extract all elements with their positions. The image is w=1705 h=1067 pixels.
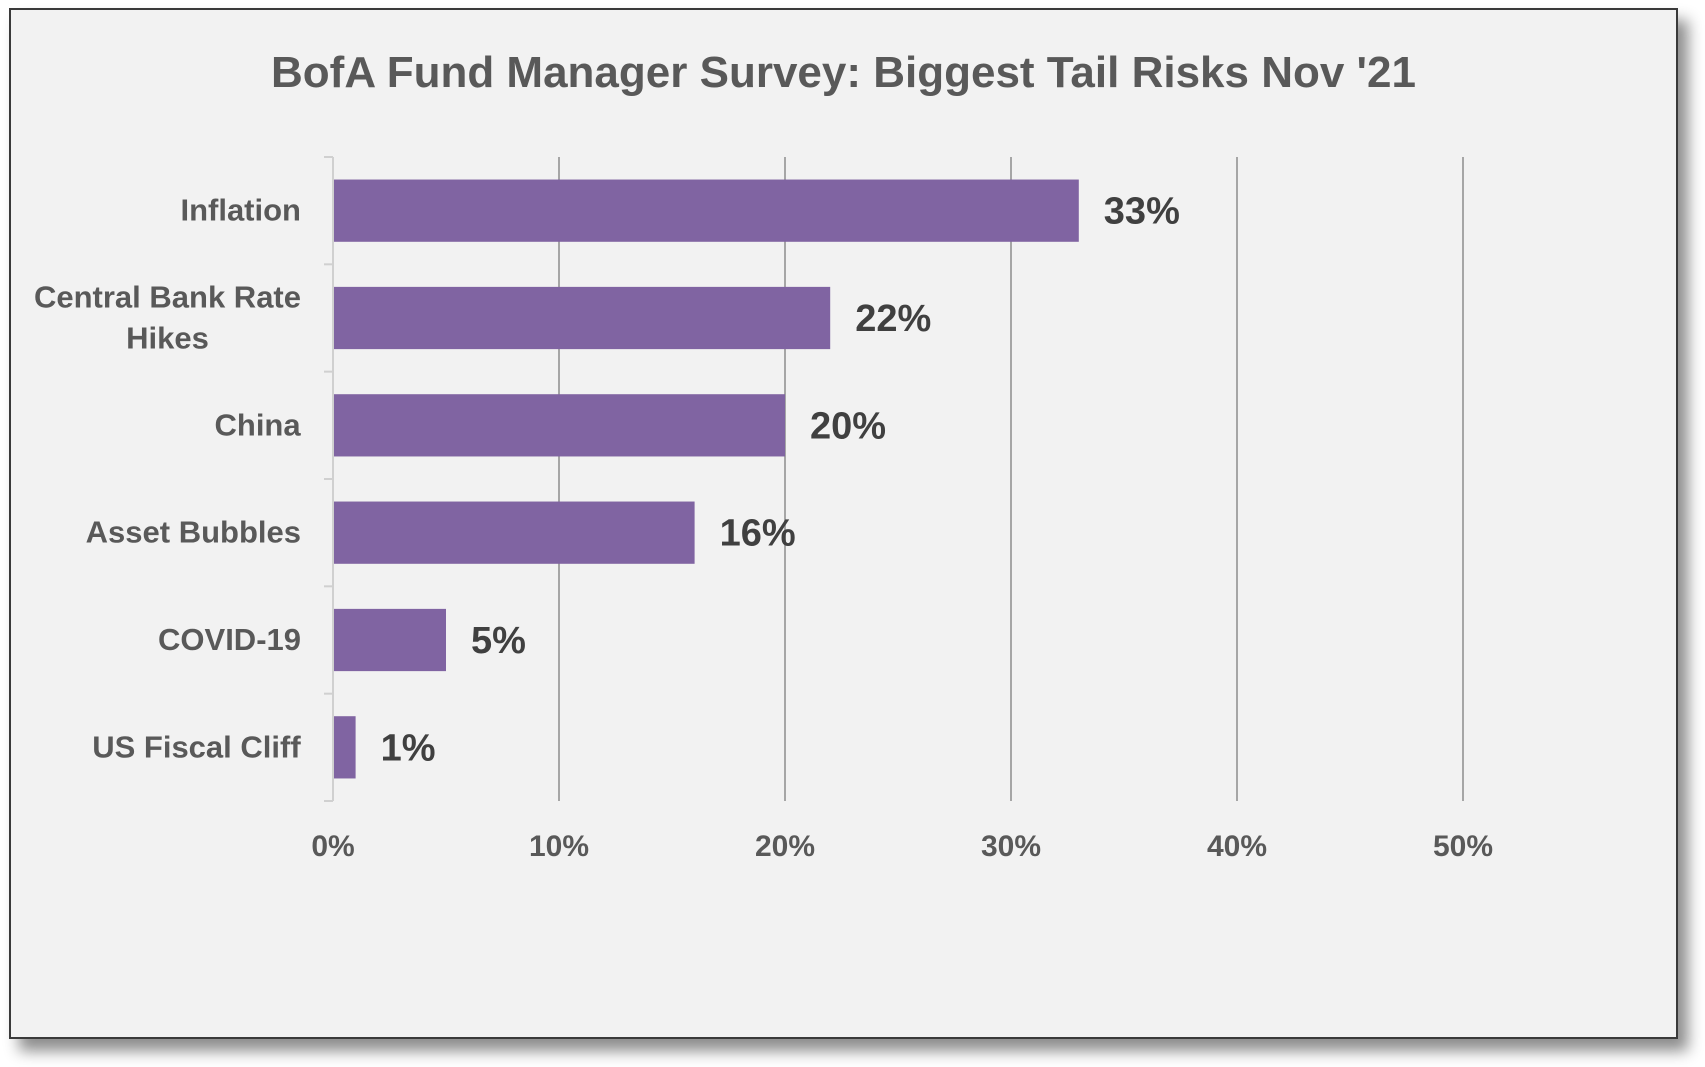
chart-title: BofA Fund Manager Survey: Biggest Tail R… — [271, 48, 1416, 97]
x-tick-label: 20% — [755, 830, 815, 863]
x-tick-label: 10% — [529, 830, 589, 863]
chart-frame: BofA Fund Manager Survey: Biggest Tail R… — [9, 8, 1678, 1039]
bar-1 — [334, 286, 831, 350]
data-label-5: 1% — [381, 727, 436, 769]
x-tick-label: 50% — [1433, 830, 1493, 863]
bar-5 — [334, 716, 356, 779]
x-tick-label: 40% — [1207, 830, 1267, 863]
plot-area: 0% 10% 20% 30% 40% 50% Inflation 33% Central Ban… — [34, 156, 1493, 863]
category-label: US Fiscal Cliff — [92, 729, 301, 764]
data-label-0: 33% — [1104, 191, 1180, 233]
category-label: Inflation — [180, 193, 301, 228]
x-tick-label: 30% — [981, 830, 1041, 863]
data-label-2: 20% — [810, 405, 886, 447]
category-label: COVID-19 — [158, 622, 301, 657]
category-label: Central Bank Rate — [34, 280, 301, 315]
x-tick-label: 0% — [311, 830, 354, 863]
bar-0 — [334, 179, 1079, 242]
data-label-3: 16% — [720, 513, 796, 555]
category-label: Hikes — [126, 321, 209, 356]
data-label-4: 5% — [471, 620, 526, 662]
category-label: China — [215, 407, 302, 442]
data-label-1: 22% — [855, 298, 931, 340]
category-label: Asset Bubbles — [86, 515, 301, 550]
bar-2 — [334, 394, 785, 457]
bar-3 — [334, 501, 695, 564]
bar-4 — [334, 608, 446, 672]
